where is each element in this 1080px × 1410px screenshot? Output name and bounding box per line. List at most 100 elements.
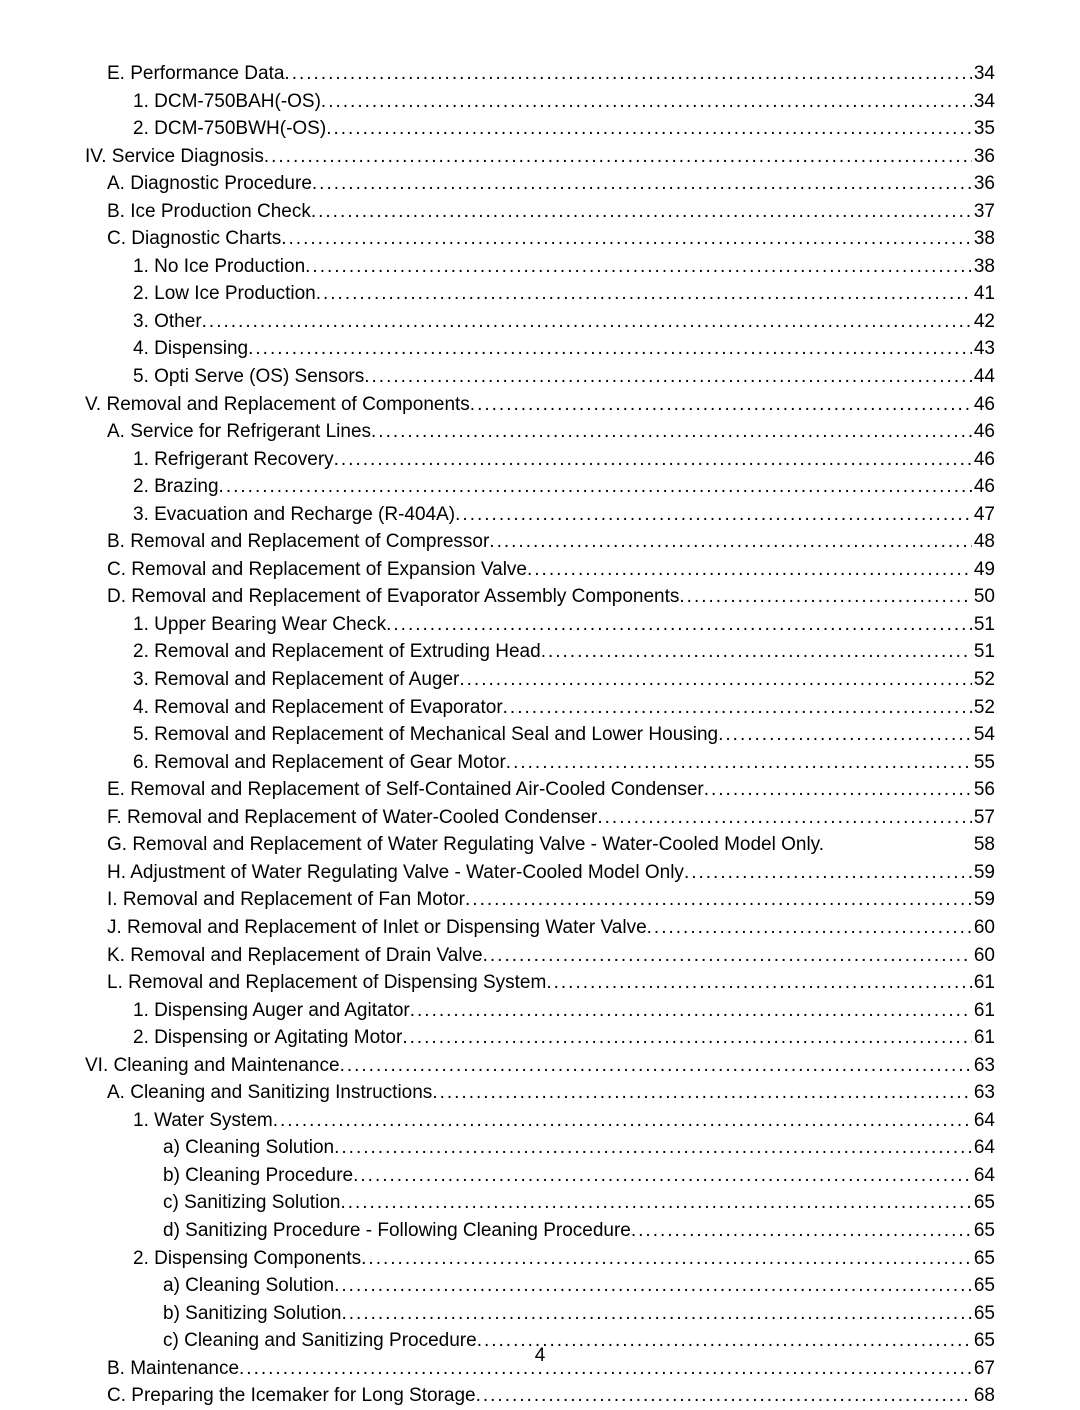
toc-entry-label: 3. Removal and Replacement of Auger	[133, 666, 459, 694]
toc-entry-label: 1. Water System	[133, 1107, 273, 1135]
toc-entry: K. Removal and Replacement of Drain Valv…	[85, 942, 995, 970]
toc-entry: 4. Dispensing43	[85, 335, 995, 363]
toc-entry-label: 2. Removal and Replacement of Extruding …	[133, 638, 541, 666]
toc-entry: a) Cleaning Solution64	[85, 1134, 995, 1162]
toc-entry-label: L. Removal and Replacement of Dispensing…	[107, 969, 546, 997]
document-page: E. Performance Data341. DCM-750BAH(-OS)3…	[0, 0, 1080, 1397]
toc-entry-label: A. Service for Refrigerant Lines	[107, 418, 371, 446]
toc-entry-page: 61	[972, 969, 995, 997]
toc-entry-page: 63	[972, 1079, 995, 1107]
toc-entry: 1. Dispensing Auger and Agitator61	[85, 997, 995, 1025]
toc-entry-page: 37	[972, 198, 995, 226]
toc-leader-dots	[459, 666, 972, 694]
toc-entry: 2. Low Ice Production41	[85, 280, 995, 308]
toc-entry-page: 38	[972, 225, 995, 253]
toc-entry: IV. Service Diagnosis36	[85, 143, 995, 171]
toc-leader-dots	[684, 859, 972, 887]
toc-entry: 5. Removal and Replacement of Mechanical…	[85, 721, 995, 749]
toc-entry: H. Adjustment of Water Regulating Valve …	[85, 859, 995, 887]
toc-entry-page: 34	[972, 60, 995, 88]
toc-leader-dots	[546, 969, 972, 997]
toc-leader-dots	[326, 115, 972, 143]
toc-leader-dots	[334, 446, 972, 474]
toc-entry: E. Performance Data 34	[85, 60, 995, 88]
toc-leader-dots	[364, 363, 972, 391]
toc-leader-dots	[312, 170, 972, 198]
toc-entry-label: G. Removal and Replacement of Water Regu…	[107, 831, 824, 859]
toc-entry-label: 1. Refrigerant Recovery	[133, 446, 334, 474]
toc-leader-dots	[386, 611, 972, 639]
toc-leader-dots	[465, 886, 972, 914]
toc-leader-dots	[718, 721, 972, 749]
toc-entry: 2. DCM-750BWH(-OS) 35	[85, 115, 995, 143]
toc-entry-label: 1. No Ice Production	[133, 253, 305, 281]
toc-entry-label: E. Performance Data	[107, 60, 284, 88]
toc-entry-label: a) Cleaning Solution	[163, 1134, 334, 1162]
toc-entry-label: 2. Dispensing or Agitating Motor	[133, 1024, 402, 1052]
toc-entry-page: 65	[972, 1245, 995, 1273]
toc-entry-page: 61	[972, 1024, 995, 1052]
toc-leader-dots	[340, 1189, 971, 1217]
toc-entry-page: 48	[972, 528, 995, 556]
toc-entry: B. Removal and Replacement of Compressor…	[85, 528, 995, 556]
toc-entry-page: 58	[972, 831, 995, 859]
toc-leader-dots	[273, 1107, 972, 1135]
toc-entry-label: 2. Dispensing Components	[133, 1245, 361, 1273]
toc-entry-page: 46	[972, 391, 995, 419]
toc-leader-dots	[248, 335, 972, 363]
toc-entry-page: 51	[972, 611, 995, 639]
toc-entry: 3. Evacuation and Recharge (R-404A)47	[85, 501, 995, 529]
toc-leader-dots	[506, 749, 972, 777]
toc-entry-page: 56	[972, 776, 995, 804]
toc-entry-page: 44	[972, 363, 995, 391]
toc-entry: V. Removal and Replacement of Components…	[85, 391, 995, 419]
toc-entry-label: D. Removal and Replacement of Evaporator…	[107, 583, 679, 611]
toc-entry-page: 36	[972, 170, 995, 198]
toc-leader-dots	[704, 776, 972, 804]
toc-leader-dots	[410, 997, 972, 1025]
toc-entry: 3. Other42	[85, 308, 995, 336]
toc-entry: 2. Removal and Replacement of Extruding …	[85, 638, 995, 666]
toc-entry-page: 46	[972, 473, 995, 501]
toc-entry-page: 35	[972, 115, 995, 143]
toc-entry-page: 59	[972, 859, 995, 887]
toc-entry-page: 38	[972, 253, 995, 281]
toc-leader-dots	[316, 280, 972, 308]
toc-leader-dots	[340, 1052, 972, 1080]
toc-leader-dots	[476, 1382, 972, 1410]
toc-leader-dots	[305, 253, 972, 281]
toc-entry-label: b) Sanitizing Solution	[163, 1300, 342, 1328]
toc-leader-dots	[371, 418, 972, 446]
toc-entry: C. Diagnostic Charts 38	[85, 225, 995, 253]
toc-entry-label: C. Removal and Replacement of Expansion …	[107, 556, 527, 584]
toc-entry-label: H. Adjustment of Water Regulating Valve …	[107, 859, 684, 887]
toc-entry-label: C. Diagnostic Charts	[107, 225, 281, 253]
toc-entry-page: 46	[972, 446, 995, 474]
toc-leader-dots	[361, 1245, 972, 1273]
toc-entry-label: B. Ice Production Check	[107, 198, 311, 226]
toc-entry-page: 60	[972, 942, 995, 970]
toc-entry-page: 64	[972, 1162, 995, 1190]
toc-entry-label: 4. Removal and Replacement of Evaporator	[133, 694, 503, 722]
toc-leader-dots	[202, 308, 972, 336]
toc-entry: 4. Removal and Replacement of Evaporator…	[85, 694, 995, 722]
toc-entry: A. Cleaning and Sanitizing Instructions6…	[85, 1079, 995, 1107]
toc-entry-label: F. Removal and Replacement of Water-Cool…	[107, 804, 597, 832]
toc-entry: b) Sanitizing Solution65	[85, 1300, 995, 1328]
toc-entry-label: d) Sanitizing Procedure - Following Clea…	[163, 1217, 631, 1245]
toc-leader-dots	[503, 694, 972, 722]
toc-entry-page: 52	[972, 666, 995, 694]
toc-entry: 1. Upper Bearing Wear Check 51	[85, 611, 995, 639]
toc-entry: E. Removal and Replacement of Self-Conta…	[85, 776, 995, 804]
toc-leader-dots	[541, 638, 972, 666]
toc-entry: 2. Dispensing or Agitating Motor 61	[85, 1024, 995, 1052]
toc-entry-label: 3. Evacuation and Recharge (R-404A)	[133, 501, 455, 529]
toc-entry: 3. Removal and Replacement of Auger 52	[85, 666, 995, 694]
toc-leader-dots	[679, 583, 971, 611]
toc-entry-page: 65	[972, 1217, 995, 1245]
toc-leader-dots	[219, 473, 972, 501]
toc-entry-label: 2. Low Ice Production	[133, 280, 316, 308]
toc-entry-label: K. Removal and Replacement of Drain Valv…	[107, 942, 483, 970]
toc-entry: VI. Cleaning and Maintenance63	[85, 1052, 995, 1080]
toc-entry-label: 2. DCM-750BWH(-OS)	[133, 115, 326, 143]
